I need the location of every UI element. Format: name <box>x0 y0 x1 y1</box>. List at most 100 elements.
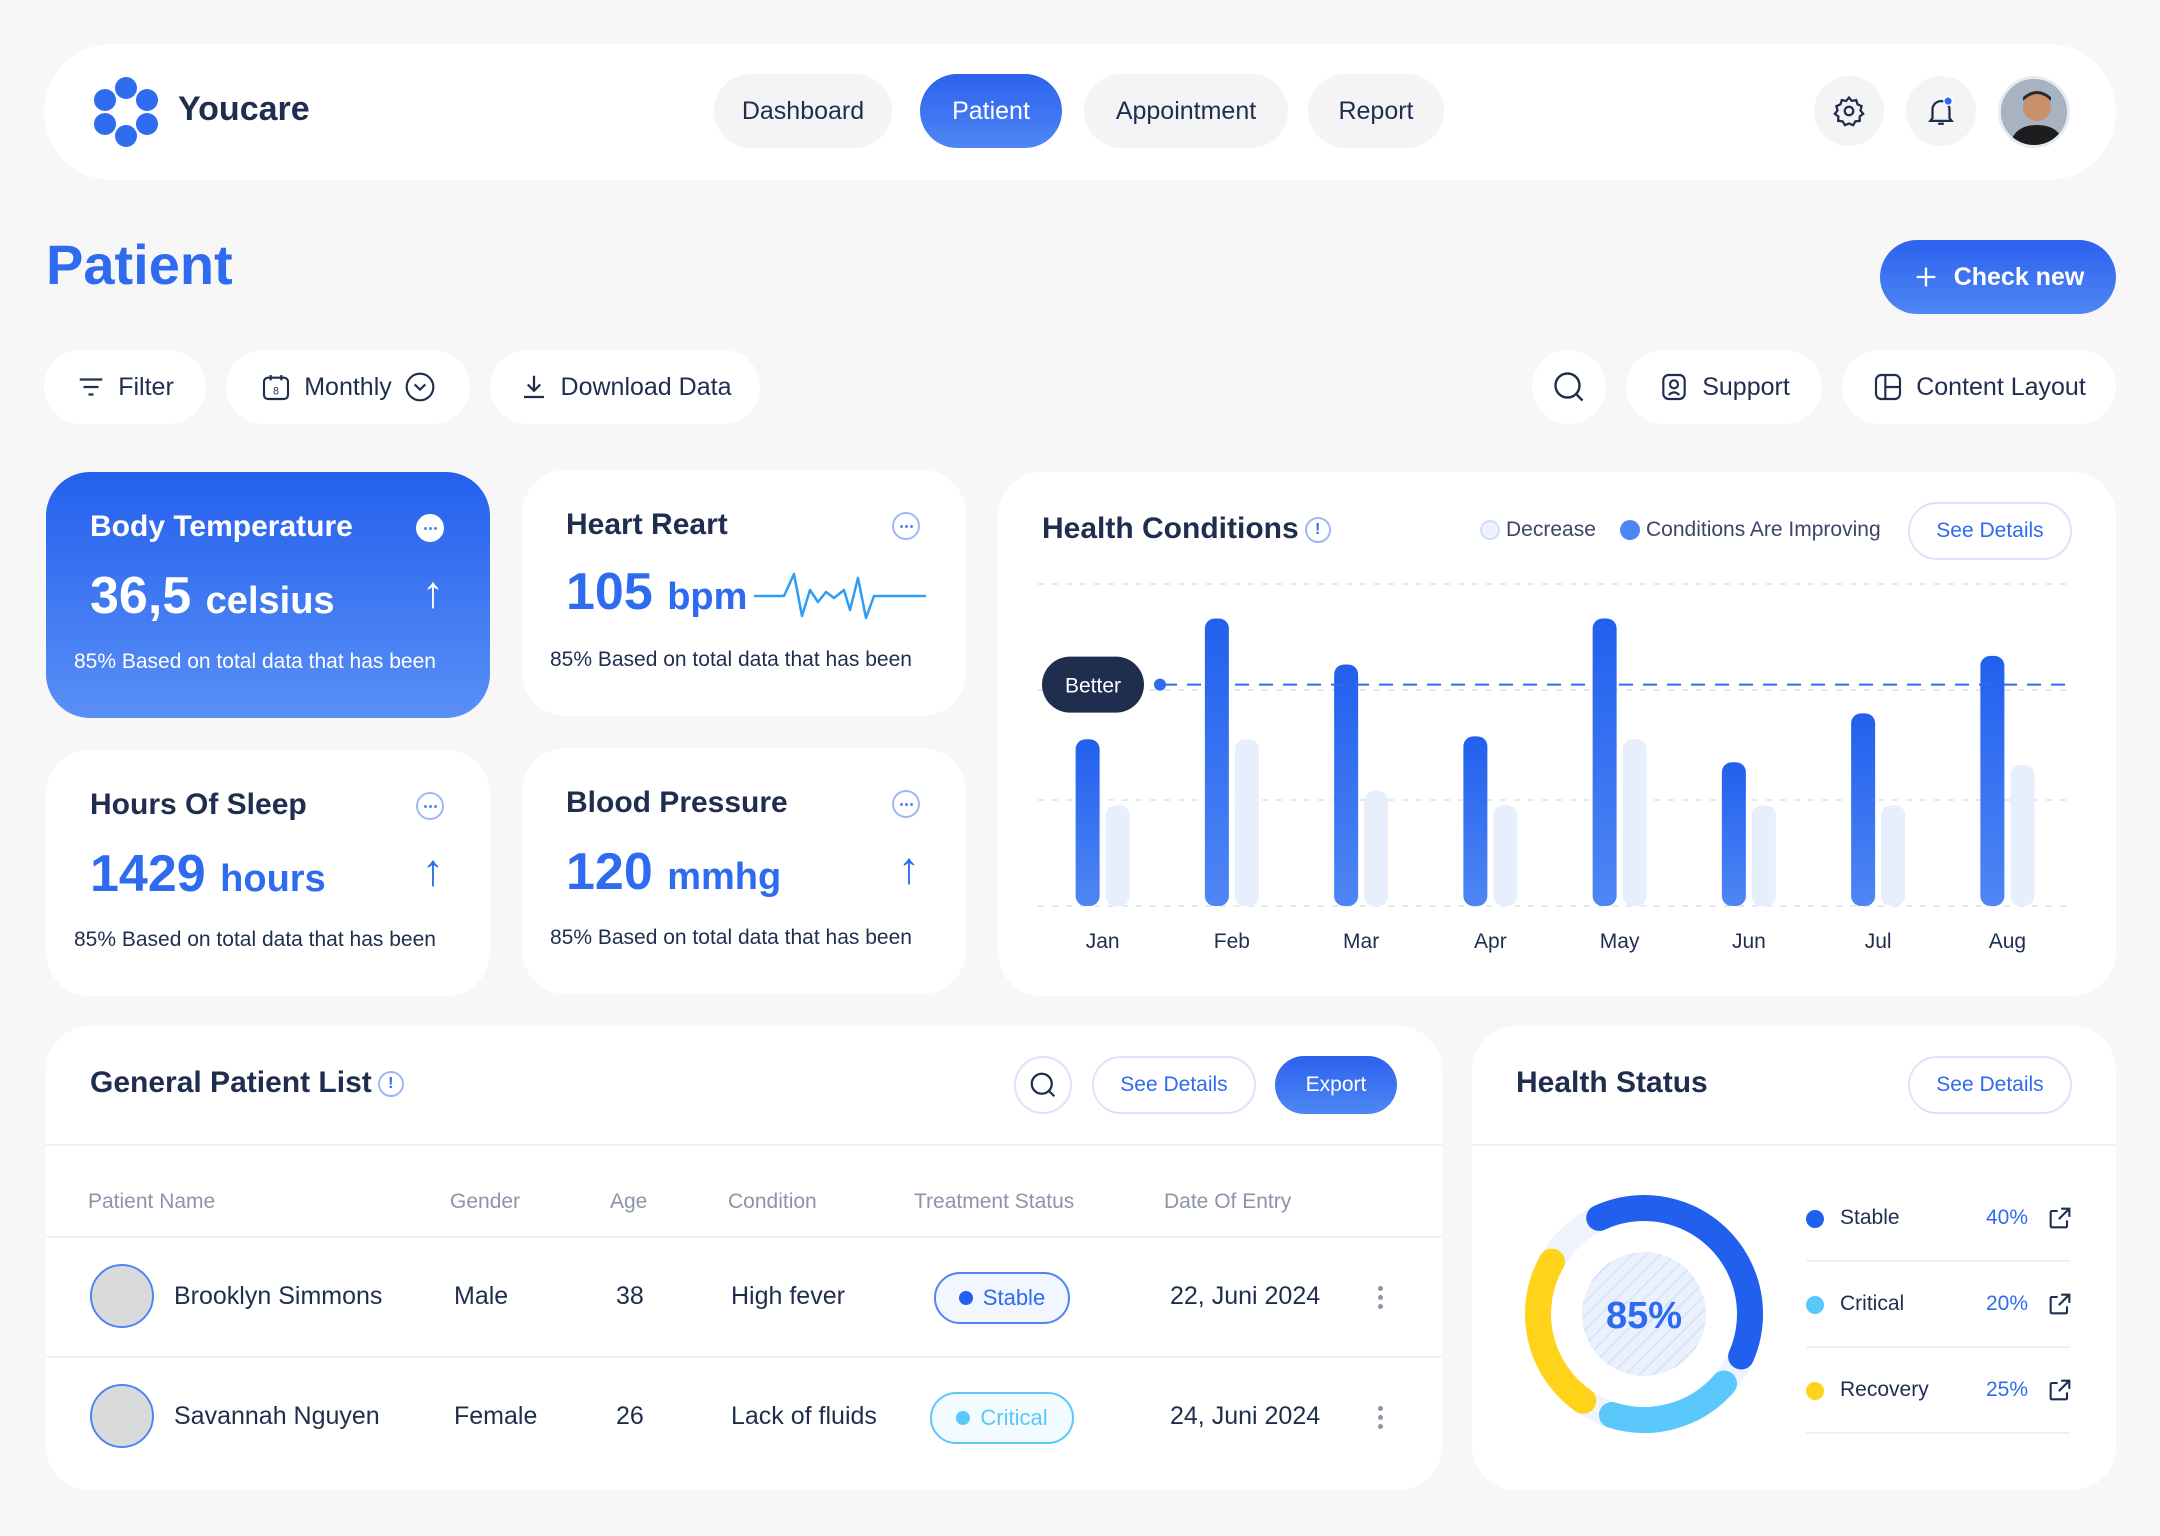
heartbeat-line-icon <box>754 572 926 620</box>
status-recovery-item[interactable]: Recovery 25% <box>1806 1348 2071 1434</box>
check-new-button[interactable]: Check new <box>1880 240 2116 314</box>
x-tick-label: Jun <box>1732 930 1766 953</box>
bar-decrease <box>1105 805 1130 906</box>
more-options-icon[interactable] <box>892 790 920 818</box>
x-tick-label: May <box>1600 930 1640 953</box>
patient-avatar <box>90 1384 154 1448</box>
download-data-button[interactable]: Download Data <box>490 350 760 424</box>
filter-button[interactable]: Filter <box>44 350 206 424</box>
status-badge: Stable <box>934 1272 1070 1324</box>
search-icon <box>1554 372 1584 402</box>
patient-search-button[interactable] <box>1014 1056 1072 1114</box>
stat-note: 85% Based on total data that has been <box>74 650 436 673</box>
arrow-up-icon: ↑ <box>422 568 444 617</box>
search-button[interactable] <box>1532 350 1606 424</box>
chart-see-details-button[interactable]: See Details <box>1908 502 2072 560</box>
support-icon <box>1662 373 1686 401</box>
calendar-icon: 8 <box>263 375 290 401</box>
content-layout-label: Content Layout <box>1916 372 2086 401</box>
nav-patient[interactable]: Patient <box>920 74 1062 148</box>
settings-button[interactable] <box>1814 76 1884 146</box>
more-options-icon[interactable] <box>892 512 920 540</box>
divider <box>1472 1144 2116 1146</box>
nav-appointment[interactable]: Appointment <box>1084 74 1288 148</box>
row-menu-icon[interactable] <box>1378 1406 1384 1429</box>
x-tick-label: Jul <box>1865 930 1892 953</box>
legend-decrease: Decrease <box>1480 518 1596 542</box>
status-critical-item[interactable]: Critical 20% <box>1806 1262 2071 1348</box>
patient-age: 38 <box>616 1282 644 1310</box>
patient-list-card: General Patient List! See Details Export… <box>46 1026 1442 1490</box>
reference-label: Better <box>1065 675 1121 698</box>
reference-label-pill <box>1042 656 1144 713</box>
export-button[interactable]: Export <box>1275 1056 1397 1114</box>
patient-condition: Lack of fluids <box>731 1402 877 1430</box>
column-header[interactable]: Gender <box>450 1190 521 1213</box>
support-button[interactable]: Support <box>1626 350 1822 424</box>
column-header[interactable]: Treatment Status <box>914 1190 1075 1213</box>
bar-decrease <box>1881 805 1906 906</box>
column-header[interactable]: Condition <box>728 1190 817 1213</box>
more-options-icon[interactable] <box>416 514 444 542</box>
stat-note: 85% Based on total data that has been <box>74 928 436 951</box>
external-link-icon[interactable] <box>2046 1290 2074 1318</box>
status-percent: 40% <box>1986 1206 2029 1229</box>
health-conditions-card: Health Conditions! Decrease Conditions A… <box>998 472 2116 996</box>
status-label: Critical <box>1840 1292 1905 1315</box>
arrow-up-icon: ↑ <box>898 844 920 893</box>
user-photo-icon <box>2001 79 2067 145</box>
stat-title: Hours Of Sleep <box>90 788 307 821</box>
divider <box>46 1144 1442 1146</box>
bar-decrease <box>1364 791 1389 906</box>
row-menu-icon[interactable] <box>1378 1286 1384 1309</box>
info-icon[interactable]: ! <box>1304 517 1331 544</box>
legend-improving: Conditions Are Improving <box>1620 518 1881 542</box>
stat-note: 85% Based on total data that has been <box>550 648 912 671</box>
donut-segment <box>1525 1195 1763 1433</box>
stat-value: 36,5 celsius <box>90 567 335 625</box>
health-status-title: Health Status <box>1516 1066 1708 1099</box>
stat-value: 105 bpm <box>566 563 748 621</box>
external-link-icon[interactable] <box>2046 1204 2074 1232</box>
content-layout-button[interactable]: Content Layout <box>1842 350 2116 424</box>
patient-age: 26 <box>616 1402 644 1430</box>
user-avatar[interactable] <box>1998 76 2070 148</box>
nav-dashboard[interactable]: Dashboard <box>714 74 892 148</box>
page-title: Patient <box>46 233 233 296</box>
external-link-icon[interactable] <box>2046 1376 2074 1404</box>
bar-improving <box>1075 739 1100 906</box>
column-header[interactable]: Date Of Entry <box>1164 1190 1292 1213</box>
filter-icon <box>79 378 103 396</box>
column-header[interactable]: Age <box>610 1190 648 1213</box>
notifications-button[interactable] <box>1906 76 1976 146</box>
health-status-see-details-button[interactable]: See Details <box>1908 1056 2072 1114</box>
bar-improving <box>1980 655 2005 906</box>
top-navigation-bar: Youcare Dashboard Patient Appointment Re… <box>44 44 2116 180</box>
info-icon[interactable]: ! <box>377 1071 404 1098</box>
period-dropdown[interactable]: 8 Monthly <box>226 350 470 424</box>
stat-title: Body Temperature <box>90 510 353 543</box>
patient-condition: High fever <box>731 1282 845 1310</box>
nav-report[interactable]: Report <box>1308 74 1444 148</box>
gear-icon <box>1833 95 1865 127</box>
arrow-up-icon: ↑ <box>422 846 444 895</box>
patient-see-details-button[interactable]: See Details <box>1092 1056 1256 1114</box>
stat-value: 120 mmhg <box>566 843 782 901</box>
download-icon <box>523 375 544 399</box>
bar-improving <box>1592 618 1617 906</box>
chart-title: Health Conditions! <box>1042 512 1331 546</box>
download-label: Download Data <box>560 372 732 401</box>
stat-title: Blood Pressure <box>566 786 788 819</box>
bar-improving <box>1204 618 1229 906</box>
stat-note: 85% Based on total data that has been <box>550 926 912 949</box>
status-stable-item[interactable]: Stable 40% <box>1806 1176 2071 1262</box>
check-new-label: Check new <box>1953 262 2085 291</box>
column-header[interactable]: Patient Name <box>88 1190 216 1213</box>
patient-date: 24, Juni 2024 <box>1170 1402 1321 1430</box>
status-percent: 25% <box>1986 1378 2029 1401</box>
donut-center-value: 85% <box>1606 1295 1682 1337</box>
bar-decrease <box>1622 739 1647 906</box>
more-options-icon[interactable] <box>416 792 444 820</box>
donut-segment <box>1525 1195 1763 1433</box>
reference-dot <box>1154 678 1166 691</box>
